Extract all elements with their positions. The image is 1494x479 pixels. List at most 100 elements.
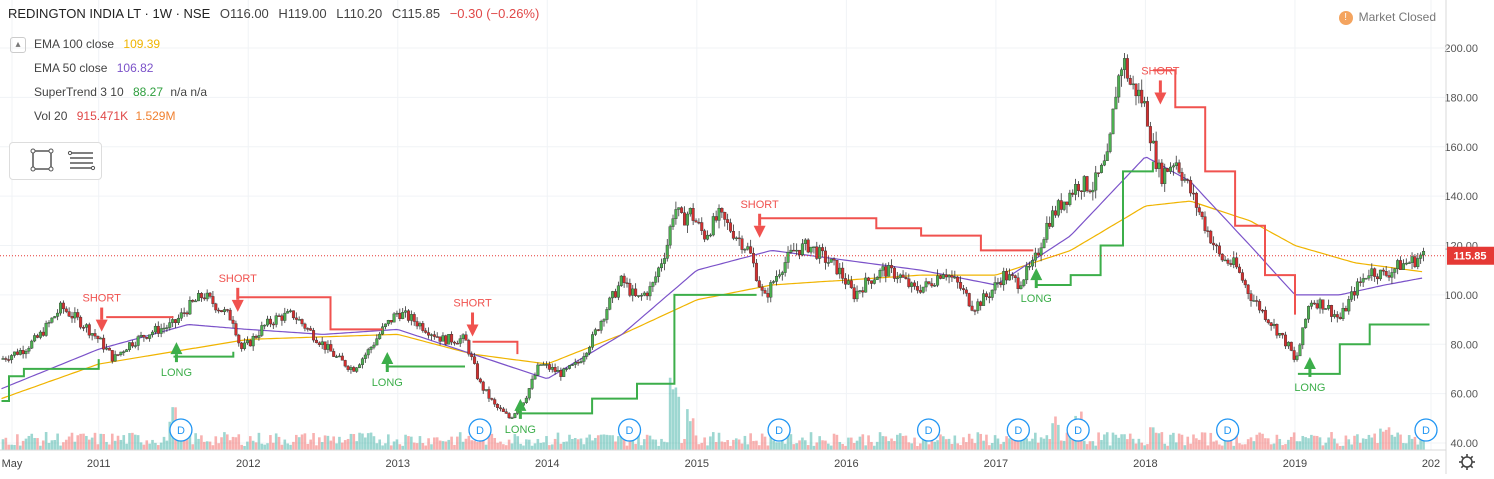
candle-body <box>162 327 166 330</box>
candle-body <box>1140 89 1144 104</box>
volume-bar <box>844 445 847 450</box>
dividend-marker[interactable]: D <box>1006 418 1030 442</box>
volume-bar <box>875 441 879 450</box>
volume-bar <box>188 435 192 450</box>
legend-ema50[interactable]: EMA 50 close 106.82 <box>10 56 207 80</box>
candle-body <box>1137 89 1141 97</box>
supertrend-down-line <box>237 296 383 331</box>
candle-body <box>648 286 652 297</box>
volume-bar <box>490 433 494 450</box>
candle-body <box>303 323 307 329</box>
volume-bar <box>369 432 373 450</box>
legend-volume[interactable]: Vol 20 915.471K 1.529M <box>10 104 207 128</box>
candle-body <box>237 334 241 344</box>
volume-bar <box>1344 435 1348 450</box>
candle-body <box>524 397 528 403</box>
candle-body <box>76 312 80 318</box>
volume-bar <box>378 439 381 450</box>
list-lines-icon[interactable] <box>67 150 96 171</box>
candle-body <box>1033 252 1037 261</box>
dividend-marker[interactable]: D <box>1216 418 1240 442</box>
volume-bar <box>783 443 787 450</box>
volume-bar <box>709 436 712 450</box>
candle-body <box>677 207 681 210</box>
dividend-marker[interactable]: D <box>916 418 941 442</box>
legend-supertrend[interactable]: SuperTrend 3 10 88.27 n/a n/a <box>10 80 207 104</box>
long-signal-label: LONG <box>372 377 403 389</box>
volume-bar <box>234 437 238 450</box>
short-arrow-stem <box>1158 80 1162 93</box>
x-tick-label: 202 <box>1422 458 1440 470</box>
volume-bar <box>352 434 356 450</box>
volume-bar <box>1407 435 1411 450</box>
volume-bar <box>1126 439 1129 450</box>
dividend-marker[interactable]: D <box>1066 418 1090 442</box>
candle-body <box>73 312 77 319</box>
rectangle-tool-icon[interactable] <box>30 148 54 172</box>
short-arrow-icon <box>1154 92 1167 105</box>
candle-body <box>772 281 776 283</box>
candle-body <box>1238 266 1242 273</box>
candle-body <box>625 282 629 284</box>
candle-body <box>1177 162 1181 173</box>
volume-bar <box>1335 443 1339 450</box>
candle-body <box>1065 201 1069 205</box>
candle-body <box>1105 151 1109 161</box>
dividend-marker[interactable]: D <box>169 418 193 442</box>
dividend-marker[interactable]: D <box>468 418 492 442</box>
volume-bar <box>1212 441 1215 450</box>
symbol-title[interactable]: REDINGTON INDIA LT · 1W · NSE <box>8 6 211 21</box>
volume-bar <box>548 445 551 450</box>
candle-body <box>467 340 471 355</box>
volume-bar <box>686 409 689 450</box>
collapse-chevron-icon[interactable]: ▴ <box>10 36 26 53</box>
candle-body <box>1039 247 1043 256</box>
candle-body <box>576 362 580 364</box>
candle-body <box>450 334 454 343</box>
volume-bar <box>562 441 566 450</box>
volume-bar <box>320 442 324 450</box>
candle-body <box>326 344 330 350</box>
volume-bar <box>220 437 223 450</box>
volume-bar <box>39 445 42 450</box>
volume-bar <box>401 445 405 450</box>
settings-gear-icon[interactable] <box>1459 454 1475 470</box>
candle-body <box>567 365 571 369</box>
candle-body <box>122 351 126 353</box>
volume-bar <box>76 435 80 450</box>
volume-bar <box>778 442 781 450</box>
volume-bar <box>355 441 358 450</box>
candle-body <box>501 408 505 412</box>
dividend-marker[interactable]: D <box>767 418 791 442</box>
dividend-marker[interactable]: D <box>617 418 642 442</box>
dividend-marker[interactable]: D <box>1414 418 1438 442</box>
candle-body <box>35 335 39 338</box>
candle-body <box>406 310 410 321</box>
candle-body <box>766 293 770 298</box>
volume-bar <box>677 396 681 450</box>
volume-bar <box>1100 439 1103 450</box>
candle-body <box>930 283 934 287</box>
volume-bar <box>711 432 715 450</box>
candle-body <box>786 251 790 263</box>
volume-bar <box>225 434 229 450</box>
candle-body <box>846 280 850 285</box>
x-tick-label: 2011 <box>87 458 111 470</box>
volume-bar <box>559 443 563 450</box>
volume-bar <box>714 441 718 450</box>
candle-body <box>841 267 845 279</box>
candle-body <box>30 340 34 349</box>
x-tick-label: 2014 <box>535 458 559 470</box>
candle-body <box>291 310 295 319</box>
candle-body <box>829 258 833 263</box>
candle-body <box>90 333 94 336</box>
candle-body <box>821 247 825 252</box>
market-status[interactable]: ! Market Closed <box>1338 10 1436 25</box>
volume-bar <box>266 443 269 450</box>
candle-body <box>892 267 896 279</box>
volume-bar <box>165 440 169 450</box>
volume-bar <box>585 437 589 450</box>
legend-ema100[interactable]: ▴ EMA 100 close 109.39 <box>10 32 207 56</box>
